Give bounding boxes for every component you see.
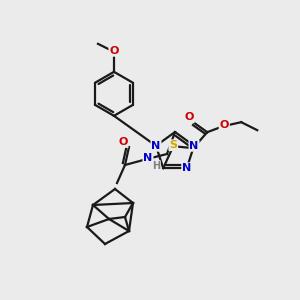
Text: O: O — [220, 120, 229, 130]
Text: S: S — [169, 140, 177, 150]
Text: H: H — [152, 161, 160, 171]
Text: N: N — [189, 141, 199, 151]
Text: N: N — [152, 141, 160, 151]
Text: N: N — [143, 153, 153, 163]
Text: O: O — [184, 112, 194, 122]
Text: O: O — [118, 137, 128, 147]
Text: O: O — [109, 46, 119, 56]
Text: N: N — [182, 163, 191, 173]
